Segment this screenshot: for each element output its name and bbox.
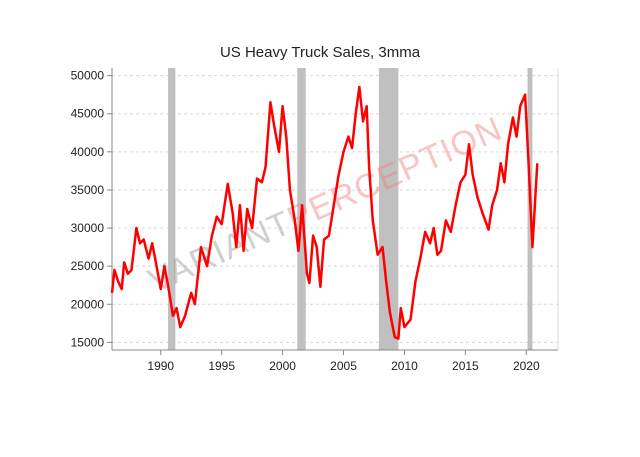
- y-tick-label: 35000: [71, 183, 105, 197]
- series-line: [110, 85, 539, 340]
- y-tick-label: 20000: [71, 297, 105, 311]
- recession-band: [168, 68, 176, 350]
- x-tick-label: 2005: [330, 359, 357, 373]
- x-tick-label: 1995: [208, 359, 235, 373]
- x-tick-label: 1990: [147, 359, 174, 373]
- y-tick-label: 50000: [71, 69, 105, 83]
- x-tick-label: 2015: [452, 359, 479, 373]
- x-tick-label: 2010: [391, 359, 418, 373]
- chart-title: US Heavy Truck Sales, 3mma: [220, 44, 421, 61]
- y-tick-label: 25000: [71, 259, 105, 273]
- y-tick-label: 30000: [71, 221, 105, 235]
- y-tick-label: 15000: [71, 335, 105, 349]
- x-tick-label: 2020: [513, 359, 540, 373]
- y-tick-label: 45000: [71, 107, 105, 121]
- recession-band: [378, 68, 399, 350]
- y-tick-label: 40000: [71, 145, 105, 159]
- x-tick-label: 2000: [269, 359, 296, 373]
- watermark-part: VARIANT: [143, 204, 297, 300]
